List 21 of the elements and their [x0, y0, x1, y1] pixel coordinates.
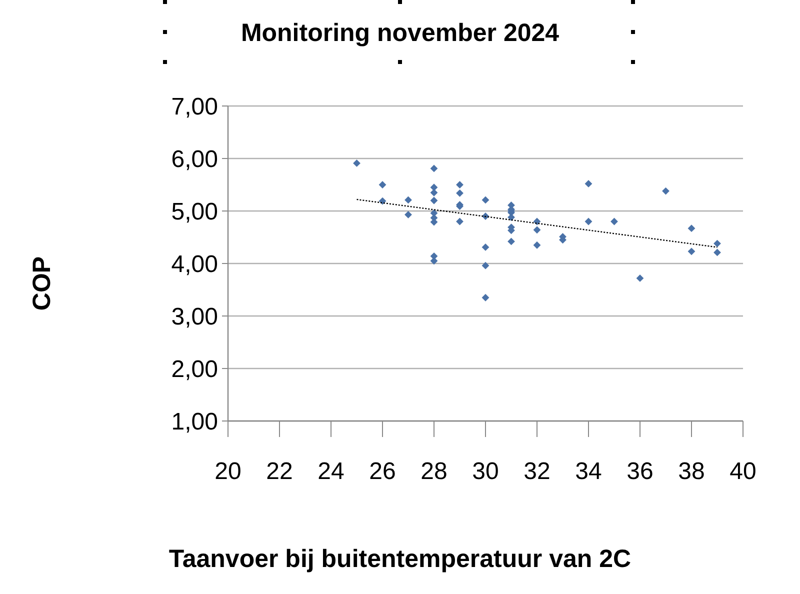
x-tick-label: 24	[318, 458, 344, 485]
y-tick-label: 7,00	[171, 93, 218, 120]
x-tick-label: 34	[575, 458, 602, 485]
y-tick-label: 3,00	[171, 303, 218, 330]
x-tick-label: 30	[472, 458, 499, 485]
x-tick-label: 22	[266, 458, 293, 485]
y-tick-label: 1,00	[171, 408, 218, 436]
x-tick-label: 26	[369, 458, 396, 485]
y-tick-label: 4,00	[171, 250, 218, 278]
y-tick-label: 5,00	[171, 198, 218, 226]
x-tick-label: 32	[524, 458, 550, 485]
y-tick-label: 2,00	[171, 356, 218, 383]
x-axis-title: Taanvoer bij buitentemperatuur van 2C	[168, 545, 632, 573]
x-tick-label: 40	[730, 458, 756, 485]
y-axis-title: COP	[28, 256, 56, 311]
x-tick-label: 38	[678, 458, 705, 485]
chart-title: Monitoring november 2024	[240, 19, 560, 47]
y-tick-label: 6,00	[171, 146, 218, 173]
x-tick-label: 36	[626, 458, 654, 485]
x-tick-label: 28	[420, 458, 448, 485]
x-tick-label: 20	[214, 458, 242, 485]
